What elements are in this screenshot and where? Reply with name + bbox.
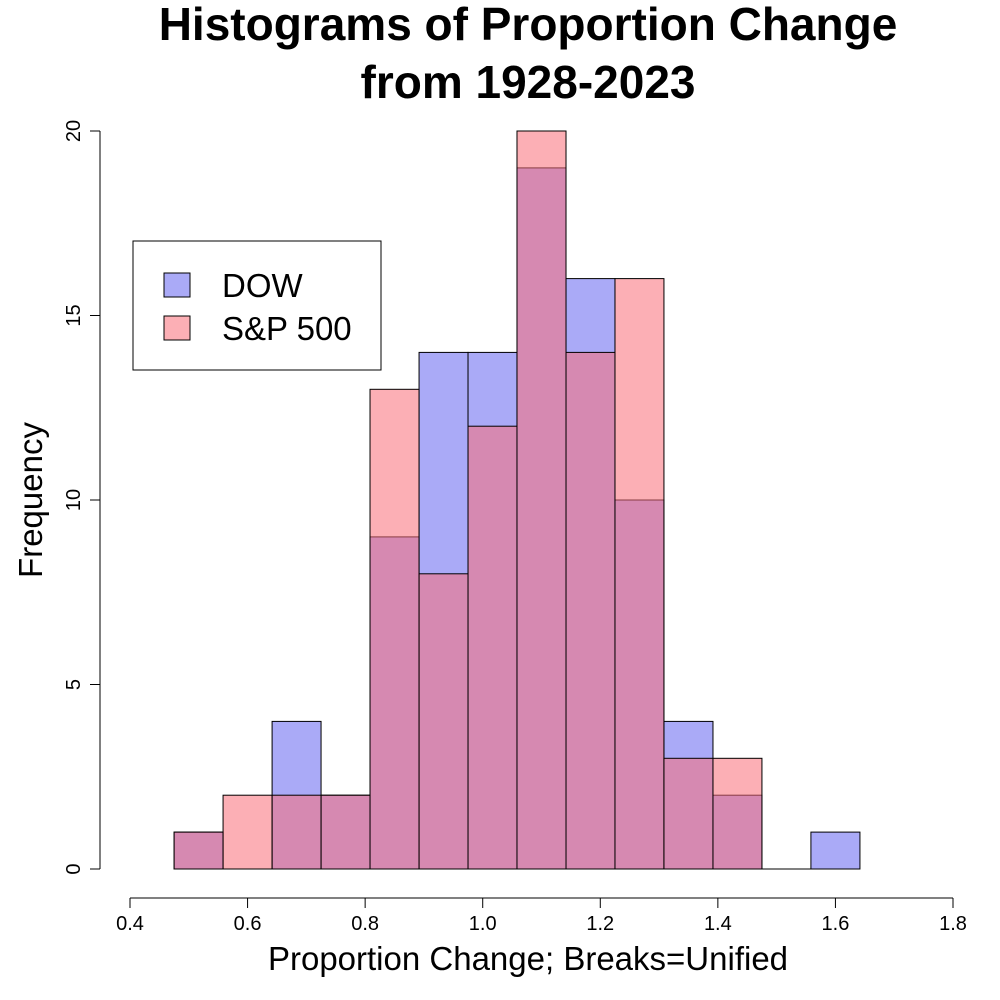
x-tick-label: 1.8 bbox=[939, 913, 967, 935]
bar-sp500-6 bbox=[467, 425, 518, 870]
x-tick-label: 1.2 bbox=[586, 913, 614, 935]
x-axis-label: Proportion Change; Breaks=Unified bbox=[268, 940, 788, 977]
y-tick-label: 10 bbox=[63, 489, 85, 511]
bar-sp500-10 bbox=[663, 757, 714, 870]
x-tick-label: 0.4 bbox=[116, 913, 144, 935]
legend-swatch-0 bbox=[163, 272, 191, 298]
bar-sp500-0 bbox=[173, 831, 224, 870]
bar-sp500-2 bbox=[271, 794, 322, 870]
bar-sp500-4 bbox=[369, 388, 420, 870]
bar-sp500-8 bbox=[565, 351, 616, 870]
y-axis-label: Frequency bbox=[12, 422, 49, 578]
y-tick-label: 20 bbox=[63, 120, 85, 142]
x-tick-label: 1.0 bbox=[469, 913, 497, 935]
bar-sp500-3 bbox=[320, 794, 371, 870]
bar-sp500-1 bbox=[222, 794, 273, 870]
x-tick-label: 1.4 bbox=[704, 913, 732, 935]
y-tick-label: 15 bbox=[63, 304, 85, 326]
bar-dow-13 bbox=[810, 831, 861, 870]
x-tick-label: 0.8 bbox=[351, 913, 379, 935]
x-tick-label: 1.6 bbox=[822, 913, 850, 935]
bar-sp500-5 bbox=[418, 573, 469, 870]
y-tick-label: 0 bbox=[63, 863, 85, 874]
legend-swatch-1 bbox=[163, 315, 191, 341]
bars-group bbox=[173, 130, 861, 870]
x-tick-label: 0.6 bbox=[234, 913, 262, 935]
y-tick-label: 5 bbox=[63, 679, 85, 690]
legend: DOW S&P 500 bbox=[132, 240, 382, 371]
legend-box bbox=[132, 240, 382, 371]
legend-label-1: S&P 500 bbox=[222, 310, 352, 347]
chart-title-line1: Histograms of Proportion Change bbox=[159, 0, 898, 50]
bar-sp500-11 bbox=[712, 757, 763, 870]
bar-sp500-9 bbox=[614, 278, 665, 870]
chart-title-line2: from 1928-2023 bbox=[361, 56, 696, 108]
bar-sp500-7 bbox=[516, 130, 567, 870]
axes-group: 0.4 0.6 0.8 1.0 1.2 1.4 1.6 1.8 0 5 10 15 20 bbox=[63, 120, 967, 935]
legend-label-0: DOW bbox=[222, 267, 304, 304]
